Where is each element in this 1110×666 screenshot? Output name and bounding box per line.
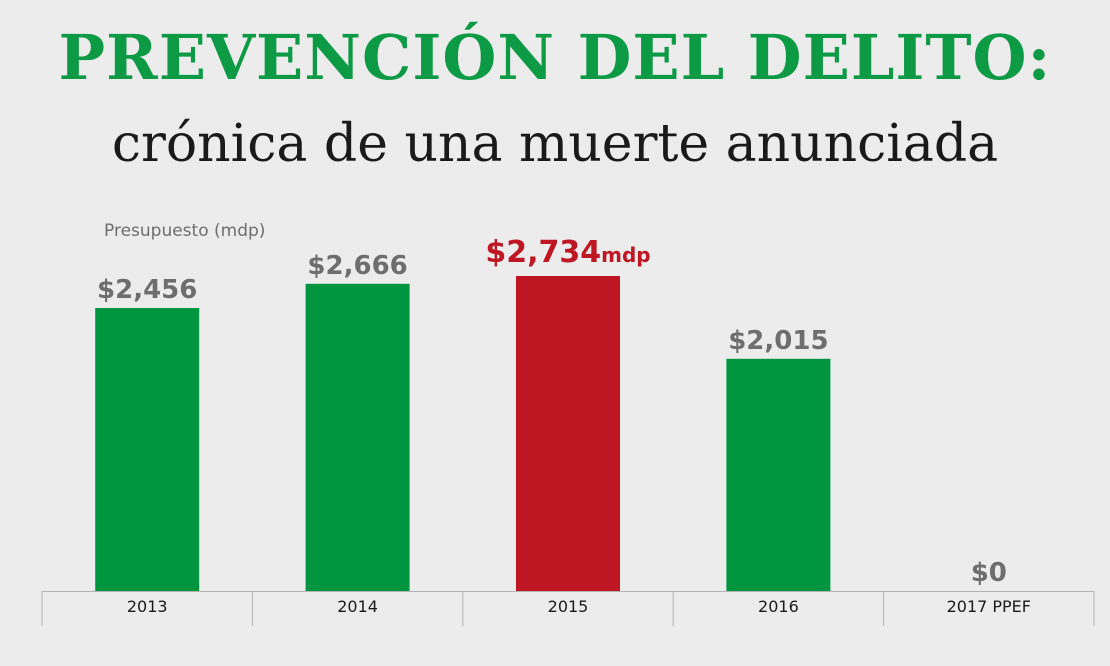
value-label-2017-ppef: $0 <box>971 558 1007 588</box>
y-axis-label: Presupuesto (mdp) <box>104 221 265 241</box>
x-tick-label-2017-ppef: 2017 PPEF <box>947 597 1031 616</box>
value-labels-group: $2,456 $2,666 $2,734mdp $2,015 $0 <box>97 235 1007 588</box>
value-label-2015: $2,734mdp <box>485 235 650 270</box>
value-unit-suffix: mdp <box>601 243 650 267</box>
x-tick-label-2013: 2013 <box>127 597 168 616</box>
chart-title: PREVENCIÓN DEL DELITO: <box>58 21 1052 94</box>
value-label-2016: $2,015 <box>728 326 828 356</box>
value-label-2013: $2,456 <box>97 275 197 305</box>
chart-subtitle: crónica de una muerte anunciada <box>111 114 999 174</box>
bar-2015 <box>516 276 620 591</box>
bar-2014 <box>305 283 410 591</box>
bar-2013 <box>95 308 200 591</box>
value-label-2014: $2,666 <box>307 251 407 281</box>
x-tick-label-2014: 2014 <box>337 597 378 616</box>
x-tick-label-2015: 2015 <box>548 597 589 616</box>
bars-group <box>95 276 831 591</box>
bar-2016 <box>726 358 831 591</box>
x-axis: 2013 2014 2015 2016 2017 PPEF <box>41 591 1095 626</box>
x-tick-label-2016: 2016 <box>758 597 799 616</box>
